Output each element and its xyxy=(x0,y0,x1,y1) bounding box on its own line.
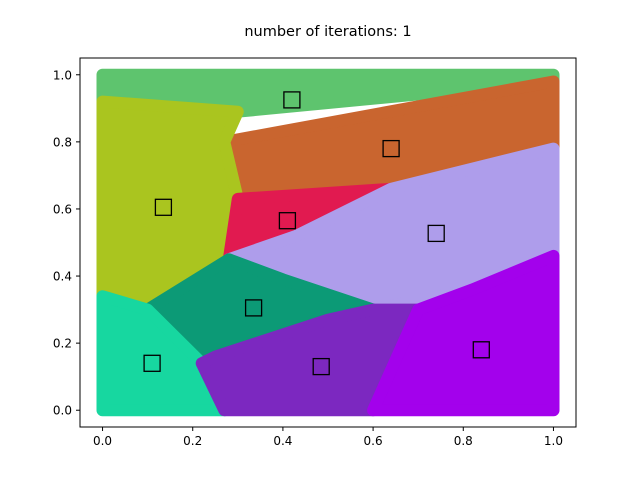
x-tick-label: 0.8 xyxy=(454,434,473,448)
x-tick-label: 0.6 xyxy=(364,434,383,448)
y-axis: 0.0 0.2 0.4 0.6 0.8 1.0 xyxy=(53,68,80,418)
y-tick-label: 0.6 xyxy=(53,202,72,216)
centroid-markers xyxy=(143,91,490,376)
centroid-marker-4 xyxy=(278,212,297,230)
plot-frame xyxy=(79,57,577,428)
centroid-marker-5 xyxy=(427,224,445,243)
y-tick-label: 0.8 xyxy=(53,135,72,149)
x-tick-label: 0.4 xyxy=(273,434,292,448)
x-axis: 0.0 0.2 0.4 0.6 0.8 1.0 xyxy=(93,427,563,448)
centroid-marker-6 xyxy=(244,299,263,317)
centroid-marker-8 xyxy=(312,357,330,376)
cluster-region-9 xyxy=(367,249,560,417)
centroid-marker-1 xyxy=(283,91,301,109)
chart-title: number of iterations: 1 xyxy=(244,24,411,40)
y-tick-label: 0.2 xyxy=(53,337,72,351)
centroid-marker-7 xyxy=(143,354,161,372)
cluster-region-8 xyxy=(195,303,425,417)
y-tick-label: 1.0 xyxy=(53,68,72,82)
y-tick-label: 0.0 xyxy=(53,404,72,418)
x-tick-label: 0.0 xyxy=(93,434,112,448)
centroid-marker-3 xyxy=(154,198,173,216)
x-tick-label: 0.2 xyxy=(183,434,202,448)
centroid-marker-9 xyxy=(472,341,490,359)
cluster-regions xyxy=(96,68,560,417)
y-tick-label: 0.4 xyxy=(53,270,72,284)
centroid-marker-2 xyxy=(382,139,400,158)
x-tick-label: 1.0 xyxy=(544,434,563,448)
